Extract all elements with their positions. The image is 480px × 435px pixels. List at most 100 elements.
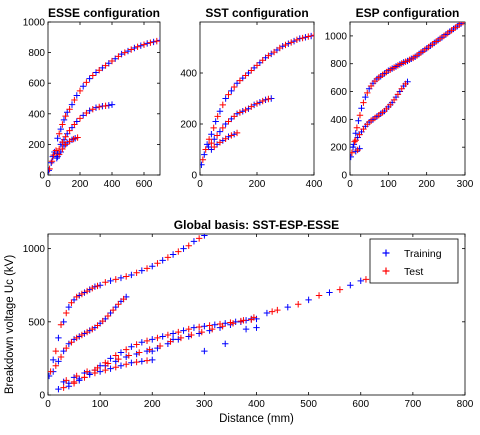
test-point bbox=[375, 111, 382, 119]
test-point bbox=[354, 146, 361, 154]
training-point bbox=[201, 234, 208, 239]
test-point bbox=[195, 323, 203, 331]
training-point bbox=[347, 282, 354, 289]
test-point bbox=[134, 43, 141, 50]
legend-training-label: Training bbox=[404, 248, 442, 260]
test-point bbox=[237, 317, 245, 325]
training-point bbox=[350, 143, 357, 151]
chart-title: SST configuration bbox=[205, 6, 308, 20]
test-point bbox=[175, 248, 182, 255]
training-point bbox=[107, 277, 114, 285]
test-point bbox=[52, 147, 60, 154]
y-tick-label: 1000 bbox=[23, 18, 46, 29]
test-point bbox=[112, 363, 119, 371]
test-point bbox=[102, 366, 109, 374]
training-point bbox=[290, 37, 298, 45]
x-tick-label: 200 bbox=[249, 179, 266, 190]
training-point bbox=[73, 92, 80, 99]
y-tick-label: 200 bbox=[330, 143, 347, 154]
test-point bbox=[63, 344, 70, 352]
training-point bbox=[65, 383, 73, 390]
y-tick-label: 200 bbox=[28, 140, 45, 151]
test-point bbox=[63, 309, 70, 317]
test-point bbox=[248, 316, 255, 323]
test-point bbox=[356, 131, 363, 138]
x-tick-label: 200 bbox=[418, 179, 435, 190]
test-point bbox=[242, 72, 249, 79]
test-point bbox=[253, 62, 261, 69]
test-point bbox=[112, 276, 119, 283]
training-point bbox=[190, 238, 198, 245]
test-point bbox=[336, 286, 344, 293]
x-tick-label: 600 bbox=[352, 399, 369, 410]
training-point bbox=[92, 104, 100, 111]
test-point bbox=[78, 290, 86, 298]
test-point bbox=[156, 342, 164, 350]
test-point bbox=[436, 35, 444, 42]
test-point bbox=[398, 85, 405, 92]
test-point bbox=[208, 325, 216, 333]
x-tick-label: 0 bbox=[45, 179, 51, 190]
test-point bbox=[133, 358, 140, 366]
test-point bbox=[351, 138, 358, 145]
test-point bbox=[94, 282, 101, 290]
test-point bbox=[128, 46, 135, 53]
training-point bbox=[201, 151, 208, 158]
test-point bbox=[175, 328, 182, 336]
test-point bbox=[133, 341, 140, 348]
training-point bbox=[50, 356, 57, 364]
test-point bbox=[299, 34, 306, 42]
test-point bbox=[62, 141, 69, 148]
test-point bbox=[83, 368, 91, 375]
test-point bbox=[104, 312, 112, 320]
test-point bbox=[421, 46, 428, 54]
x-tick-label: 200 bbox=[144, 399, 161, 410]
test-point bbox=[112, 352, 119, 359]
test-point bbox=[242, 106, 249, 114]
training-point bbox=[107, 355, 114, 362]
test-point bbox=[270, 48, 278, 56]
training-point bbox=[302, 34, 309, 41]
test-point bbox=[143, 337, 151, 345]
training-point bbox=[350, 141, 358, 148]
test-point bbox=[198, 328, 205, 336]
training-point bbox=[51, 148, 58, 156]
y-tick-label: 600 bbox=[28, 79, 45, 90]
test-point bbox=[52, 347, 60, 355]
test-point bbox=[164, 331, 172, 339]
test-point bbox=[154, 334, 161, 342]
test-point bbox=[315, 292, 323, 299]
test-point bbox=[48, 165, 53, 173]
test-point bbox=[99, 317, 106, 325]
training-point bbox=[128, 343, 135, 350]
training-point bbox=[180, 245, 187, 252]
test-point bbox=[59, 145, 66, 153]
test-point bbox=[228, 132, 235, 139]
y-axis-label: Breakdown voltage Uc (kV) bbox=[4, 255, 16, 395]
test-point bbox=[66, 127, 73, 134]
plot-area bbox=[47, 21, 161, 176]
y-tick-label: 600 bbox=[330, 87, 347, 98]
test-point bbox=[108, 57, 116, 65]
test-point bbox=[383, 68, 390, 76]
training-point bbox=[149, 263, 156, 270]
test-point bbox=[102, 102, 109, 110]
training-point bbox=[262, 96, 269, 103]
test-point bbox=[143, 265, 151, 272]
test-point bbox=[208, 139, 215, 147]
training-point bbox=[128, 359, 135, 366]
x-tick-label: 0 bbox=[45, 399, 51, 410]
training-point bbox=[231, 131, 238, 138]
test-point bbox=[115, 301, 122, 308]
training-point bbox=[263, 309, 271, 317]
test-point bbox=[66, 138, 73, 145]
training-point bbox=[60, 116, 68, 124]
test-point bbox=[268, 308, 276, 315]
test-point bbox=[259, 57, 266, 64]
test-point bbox=[115, 355, 122, 363]
test-point bbox=[216, 139, 224, 146]
test-point bbox=[143, 357, 151, 364]
markers bbox=[48, 234, 370, 393]
legend-box bbox=[369, 238, 459, 284]
